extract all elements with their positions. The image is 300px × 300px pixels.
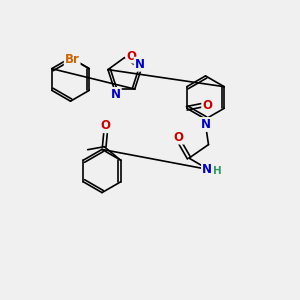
Text: N: N: [134, 58, 145, 71]
Text: O: O: [202, 99, 212, 112]
Text: O: O: [101, 119, 111, 132]
Text: N: N: [111, 88, 121, 101]
Text: O: O: [126, 50, 136, 63]
Text: Br: Br: [65, 53, 80, 66]
Text: N: N: [202, 163, 212, 176]
Text: N: N: [200, 118, 211, 131]
Text: H: H: [212, 166, 221, 176]
Text: O: O: [173, 130, 184, 144]
